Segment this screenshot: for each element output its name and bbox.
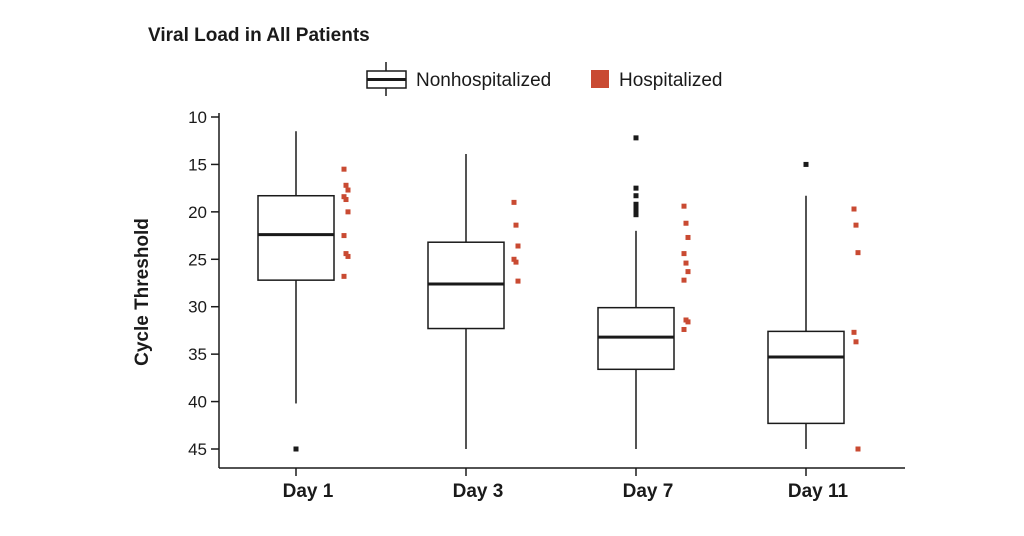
- outlier-point: [633, 205, 639, 211]
- hospitalized-point: [341, 273, 347, 279]
- outlier-point: [293, 446, 299, 452]
- hospitalized-points-4: [851, 206, 861, 452]
- box-4: [767, 161, 845, 449]
- outlier-point: [633, 212, 639, 218]
- chart-title: Viral Load in All Patients: [148, 25, 370, 46]
- x-tick-label: Day 1: [283, 481, 334, 502]
- outlier-point: [633, 193, 639, 199]
- y-tick-label: 45: [188, 440, 207, 459]
- hospitalized-points-2: [511, 199, 521, 284]
- x-tick-label: Day 7: [623, 481, 674, 502]
- hospitalized-point: [511, 199, 517, 205]
- y-tick-label: 30: [188, 298, 207, 317]
- y-tick-label: 40: [188, 393, 207, 412]
- outlier-point: [633, 201, 639, 207]
- y-tick-label: 20: [188, 203, 207, 222]
- hospitalized-point: [685, 234, 691, 240]
- hospitalized-point: [343, 182, 349, 188]
- hospitalized-point: [681, 203, 687, 209]
- box-iqr: [767, 330, 845, 425]
- y-axis: 10 15 20 25 30 35 40 45: [188, 108, 220, 468]
- hospitalized-point: [851, 206, 857, 212]
- hospitalized-point: [343, 197, 349, 203]
- hospitalized-point: [685, 319, 691, 325]
- hospitalized-point: [683, 220, 689, 226]
- hospitalized-point: [345, 187, 351, 193]
- box-2: [427, 153, 505, 449]
- hospitalized-point: [851, 329, 857, 335]
- hospitalized-points-3: [681, 203, 691, 332]
- hospitalized-point: [855, 250, 861, 256]
- outlier-point: [633, 135, 639, 141]
- hospitalized-point: [341, 233, 347, 239]
- x-tick-label: Day 3: [453, 481, 504, 502]
- hospitalized-point: [343, 251, 349, 257]
- hospitalized-point: [855, 446, 861, 452]
- hospitalized-point: [513, 222, 519, 228]
- hospitalized-point: [853, 222, 859, 228]
- outlier-point: [803, 161, 809, 167]
- hospitalized-point: [345, 209, 351, 215]
- plot-area: [257, 131, 861, 452]
- x-axis: Day 1 Day 3 Day 7 Day 11: [219, 467, 905, 502]
- hospitalized-point: [515, 278, 521, 284]
- box-1: [257, 131, 335, 452]
- hospitalized-point: [681, 277, 687, 283]
- legend-label-hospitalized: Hospitalized: [619, 70, 723, 91]
- legend-swatch-hospitalized: [591, 70, 609, 88]
- legend-label-nonhospitalized: Nonhospitalized: [416, 70, 551, 91]
- y-axis-title: Cycle Threshold: [132, 218, 153, 366]
- outlier-point: [633, 185, 639, 191]
- y-tick-label: 25: [188, 250, 207, 269]
- hospitalized-point: [681, 326, 687, 332]
- outlier-point: [633, 209, 639, 215]
- y-tick-label: 15: [188, 155, 207, 174]
- hospitalized-point: [515, 243, 521, 249]
- hospitalized-point: [341, 194, 347, 200]
- hospitalized-points-1: [341, 166, 351, 279]
- hospitalized-point: [683, 260, 689, 266]
- hospitalized-point: [853, 339, 859, 345]
- box-3: [597, 135, 675, 449]
- hospitalized-point: [681, 251, 687, 257]
- x-tick-label: Day 11: [788, 481, 849, 502]
- hospitalized-point: [513, 259, 519, 265]
- hospitalized-point: [341, 166, 347, 172]
- hospitalized-point: [685, 269, 691, 275]
- y-tick-label: 35: [188, 345, 207, 364]
- hospitalized-point: [345, 253, 351, 259]
- legend: Nonhospitalized Hospitalized: [366, 62, 723, 96]
- y-tick-label: 10: [188, 108, 207, 127]
- box-iqr: [257, 194, 335, 281]
- legend-box-icon: [366, 62, 407, 96]
- hospitalized-point: [511, 256, 517, 262]
